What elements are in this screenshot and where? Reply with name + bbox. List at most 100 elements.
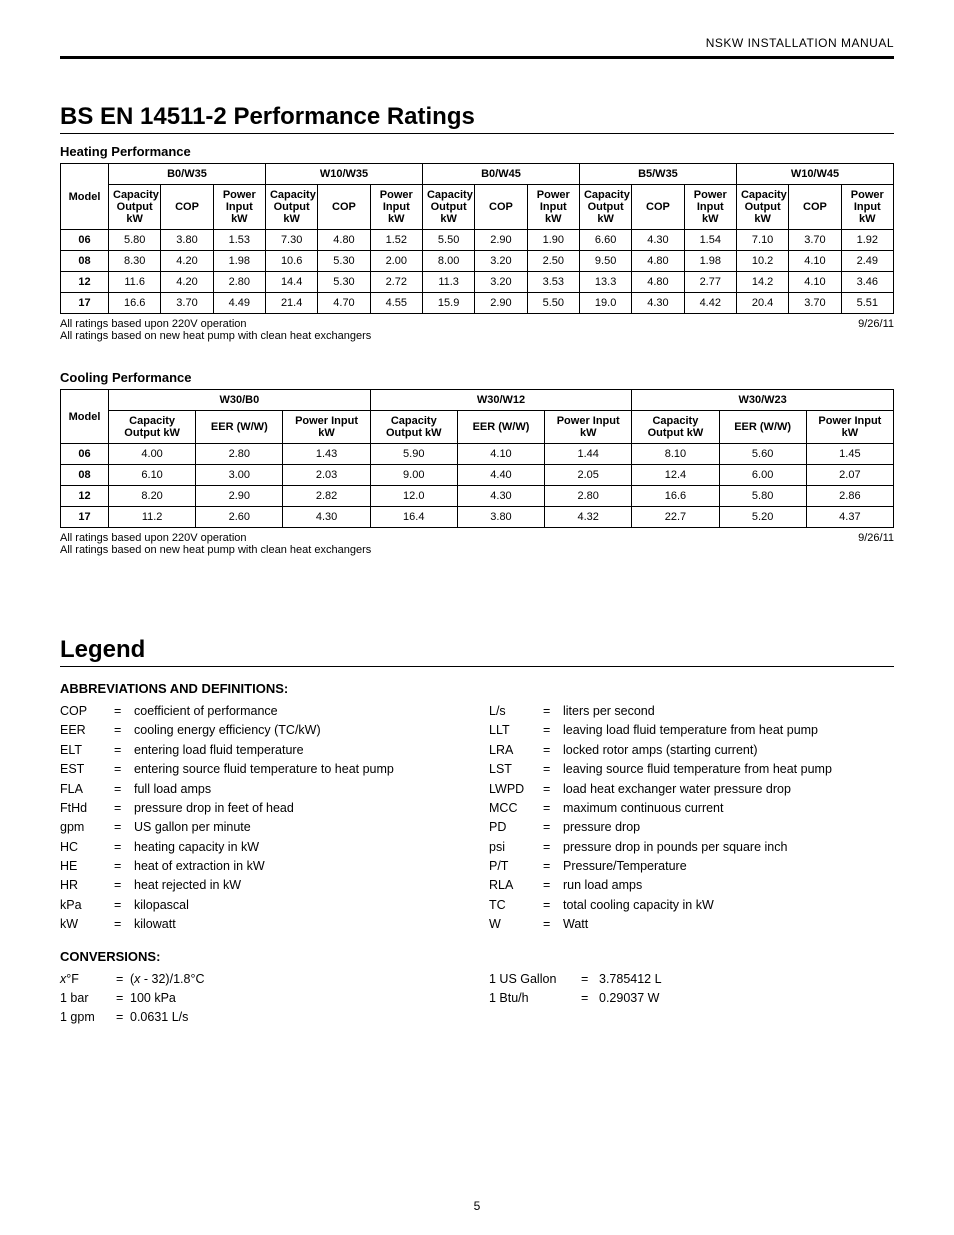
- data-cell: 4.40: [457, 465, 544, 486]
- data-cell: 2.90: [475, 293, 527, 314]
- definition-row: FLA=full load amps: [60, 780, 465, 799]
- equals: =: [543, 838, 563, 857]
- data-cell: 5.50: [527, 293, 579, 314]
- cooling-metric-eer: EER (W/W): [719, 411, 806, 444]
- definition-row: PD=pressure drop: [489, 818, 894, 837]
- data-cell: 3.80: [161, 230, 213, 251]
- data-cell: 2.86: [806, 486, 893, 507]
- definition: US gallon per minute: [134, 818, 251, 837]
- equals: =: [581, 989, 599, 1008]
- conv-rhs: (x - 32)/1.8°C: [130, 970, 204, 989]
- equals: =: [543, 876, 563, 895]
- data-cell: 1.43: [283, 444, 370, 465]
- legend-title: Legend: [60, 636, 894, 667]
- data-cell: 11.6: [109, 272, 161, 293]
- conv-col-left: x°F=(x - 32)/1.8°C1 bar=100 kPa1 gpm=0.0…: [60, 970, 465, 1028]
- data-cell: 8.30: [109, 251, 161, 272]
- data-cell: 2.90: [475, 230, 527, 251]
- table-row: 1716.63.704.4921.44.704.5515.92.905.5019…: [61, 293, 894, 314]
- legend-section: Legend ABBREVIATIONS AND DEFINITIONS: CO…: [60, 636, 894, 1028]
- heating-note1: All ratings based upon 220V operation: [60, 318, 247, 330]
- model-cell: 17: [61, 507, 109, 528]
- equals: =: [543, 799, 563, 818]
- heating-cond-0: B0/W35: [109, 164, 266, 185]
- heating-table: Model B0/W35 W10/W35 B0/W45 B5/W35 W10/W…: [60, 163, 894, 314]
- data-cell: 9.50: [579, 251, 631, 272]
- data-cell: 4.80: [318, 230, 370, 251]
- heating-header-row2: Capacity Output kWCOPPower Input kWCapac…: [61, 185, 894, 230]
- heating-metric-capacity: Capacity Output kW: [265, 185, 317, 230]
- data-cell: 1.98: [684, 251, 736, 272]
- conversion-row: 1 bar=100 kPa: [60, 989, 465, 1008]
- data-cell: 13.3: [579, 272, 631, 293]
- equals: =: [543, 896, 563, 915]
- conv-rhs: 3.785412 L: [599, 970, 662, 989]
- page: NSKW INSTALLATION MANUAL BS EN 14511-2 P…: [0, 0, 954, 1235]
- abbr-col-left: COP=coefficient of performanceEER=coolin…: [60, 702, 465, 935]
- model-cell: 08: [61, 465, 109, 486]
- definition-row: RLA=run load amps: [489, 876, 894, 895]
- data-cell: 6.00: [719, 465, 806, 486]
- table-row: 128.202.902.8212.04.302.8016.65.802.86: [61, 486, 894, 507]
- conv-title: CONVERSIONS:: [60, 949, 894, 964]
- data-cell: 5.20: [719, 507, 806, 528]
- abbr-columns: COP=coefficient of performanceEER=coolin…: [60, 702, 894, 935]
- data-cell: 21.4: [265, 293, 317, 314]
- heating-metric-cop: COP: [161, 185, 213, 230]
- data-cell: 4.80: [632, 272, 684, 293]
- data-cell: 14.4: [265, 272, 317, 293]
- heating-metric-capacity: Capacity Output kW: [422, 185, 474, 230]
- conversion-row: 1 Btu/h=0.29037 W: [489, 989, 894, 1008]
- conversion-row: x°F=(x - 32)/1.8°C: [60, 970, 465, 989]
- data-cell: 4.30: [632, 293, 684, 314]
- data-cell: 3.00: [196, 465, 283, 486]
- equals: =: [543, 915, 563, 934]
- conv-rhs: 0.29037 W: [599, 989, 659, 1008]
- definition-row: W=Watt: [489, 915, 894, 934]
- definition-row: psi=pressure drop in pounds per square i…: [489, 838, 894, 857]
- heating-metric-capacity: Capacity Output kW: [109, 185, 161, 230]
- equals: =: [114, 896, 134, 915]
- data-cell: 5.30: [318, 272, 370, 293]
- definition-row: kW=kilowatt: [60, 915, 465, 934]
- data-cell: 3.20: [475, 272, 527, 293]
- abbr: L/s: [489, 702, 543, 721]
- conv-col-right: 1 US Gallon=3.785412 L1 Btu/h=0.29037 W: [489, 970, 894, 1028]
- definition-row: LST=leaving source fluid temperature fro…: [489, 760, 894, 779]
- data-cell: 6.10: [109, 465, 196, 486]
- definition: load heat exchanger water pressure drop: [563, 780, 791, 799]
- data-cell: 2.60: [196, 507, 283, 528]
- definition-row: HC=heating capacity in kW: [60, 838, 465, 857]
- data-cell: 4.32: [545, 507, 632, 528]
- equals: =: [543, 857, 563, 876]
- model-cell: 17: [61, 293, 109, 314]
- equals: =: [543, 760, 563, 779]
- perf-ratings-title: BS EN 14511-2 Performance Ratings: [60, 103, 894, 134]
- cooling-metric-eer: EER (W/W): [196, 411, 283, 444]
- model-cell: 06: [61, 230, 109, 251]
- data-cell: 7.30: [265, 230, 317, 251]
- data-cell: 4.20: [161, 251, 213, 272]
- data-cell: 19.0: [579, 293, 631, 314]
- heating-metric-power: Power Input kW: [370, 185, 422, 230]
- data-cell: 5.80: [109, 230, 161, 251]
- abbr: HC: [60, 838, 114, 857]
- data-cell: 1.52: [370, 230, 422, 251]
- data-cell: 3.80: [457, 507, 544, 528]
- heating-metric-power: Power Input kW: [684, 185, 736, 230]
- definition: heat of extraction in kW: [134, 857, 265, 876]
- page-number: 5: [0, 1199, 954, 1213]
- equals: =: [543, 721, 563, 740]
- abbr: COP: [60, 702, 114, 721]
- model-cell: 12: [61, 486, 109, 507]
- equals: =: [543, 818, 563, 837]
- data-cell: 2.50: [527, 251, 579, 272]
- data-cell: 2.72: [370, 272, 422, 293]
- abbr: RLA: [489, 876, 543, 895]
- definition: total cooling capacity in kW: [563, 896, 714, 915]
- data-cell: 5.80: [719, 486, 806, 507]
- definition-row: HR=heat rejected in kW: [60, 876, 465, 895]
- definition: cooling energy efficiency (TC/kW): [134, 721, 321, 740]
- definition-row: LLT=leaving load fluid temperature from …: [489, 721, 894, 740]
- cooling-cond-0: W30/B0: [109, 390, 371, 411]
